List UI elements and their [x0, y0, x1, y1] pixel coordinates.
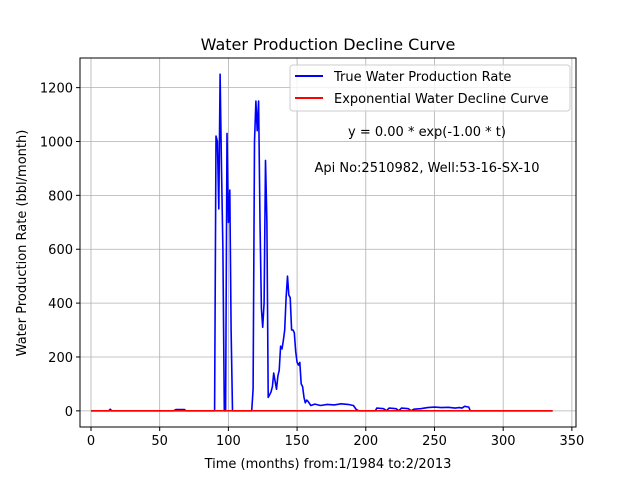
ticks: 0 50 100 150 200 250 300 350 0 200 400 600 800 1000 12… — [40, 82, 584, 449]
x-tick-label: 100 — [216, 434, 241, 449]
legend: True Water Production Rate Exponential W… — [289, 64, 571, 112]
y-tick-label: 600 — [48, 243, 73, 258]
x-tick-label: 200 — [353, 434, 378, 449]
y-tick-label: 400 — [48, 297, 73, 312]
x-tick-label: 50 — [151, 434, 168, 449]
legend-box — [289, 64, 571, 112]
x-tick-label: 300 — [491, 434, 516, 449]
legend-label-true-rate: True Water Production Rate — [333, 70, 511, 85]
legend-label-exponential-curve: Exponential Water Decline Curve — [334, 92, 549, 107]
chart-title: Water Production Decline Curve — [201, 35, 456, 54]
y-tick-label: 200 — [48, 351, 73, 366]
x-tick-label: 0 — [87, 434, 95, 449]
y-tick-label: 1000 — [40, 135, 73, 150]
equation-annotation: y = 0.00 * exp(-1.00 * t) — [348, 125, 506, 140]
y-tick-label: 1200 — [40, 82, 73, 97]
series-layer — [91, 73, 553, 412]
plot-frame — [79, 57, 577, 428]
x-axis-title: Time (months) from:1/1984 to:2/2013 — [204, 457, 452, 472]
well-annotation: Api No:2510982, Well:53-16-SX-10 — [314, 161, 539, 176]
x-tick-label: 350 — [559, 434, 584, 449]
x-tick-label: 250 — [422, 434, 447, 449]
x-tick-label: 150 — [285, 434, 310, 449]
y-tick-label: 0 — [65, 405, 73, 420]
y-tick-label: 800 — [48, 189, 73, 204]
y-axis-title: Water Production Rate (bbl/month) — [15, 130, 30, 357]
